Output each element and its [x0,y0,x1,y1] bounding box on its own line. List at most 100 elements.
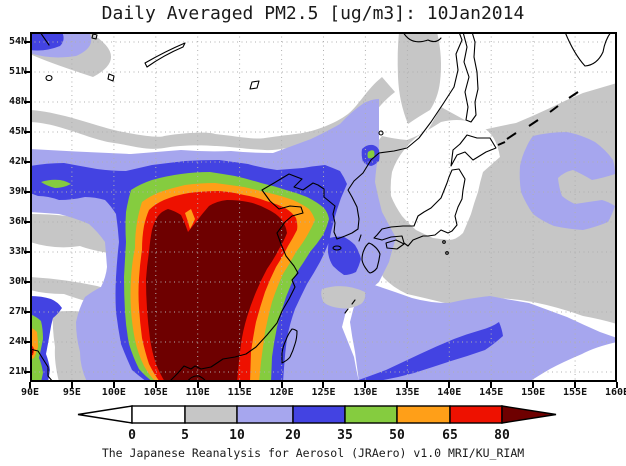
lat-tick-label: 30N [8,276,27,287]
colorbar-tick-label: 20 [285,428,301,443]
lon-tick-label: 150E [521,387,546,398]
lon-tick-mark [322,382,325,388]
colorbar-segment [184,405,238,424]
tsushima-island [358,234,362,242]
river-amur-mouth [402,32,442,43]
lake-baikal [144,42,186,68]
river-amur-corner [39,32,50,46]
colorbar-tick-label: 10 [229,428,245,443]
lon-tick-label: 140E [437,387,462,398]
small-lake-3 [91,33,98,40]
coastline-honshu [373,168,466,247]
lat-tick-label: 51N [8,66,27,77]
ryukyu-island-1 [344,308,349,314]
lon-tick-mark [364,382,367,388]
colorbar-tick-label: 50 [389,428,405,443]
lat-tick-mark [24,371,30,373]
colorbar-tick-label: 65 [442,428,458,443]
lat-tick-label: 27N [8,306,27,317]
colorbar-segment [292,405,346,424]
lon-tick-label: 95E [62,387,81,398]
pm25-zone-gray [321,286,366,309]
colorbar-segment [449,405,503,424]
lon-tick-label: 120E [269,387,294,398]
colorbar-right-arrow [501,405,557,424]
colorbar-left-arrow [77,405,133,424]
lat-tick-mark [24,71,30,73]
pm25-shading-gray-spots [321,286,366,309]
coastline-shikoku [385,239,405,250]
lat-tick-mark [24,131,30,133]
lon-tick-mark [448,382,451,388]
pm25-zone-green [41,179,71,188]
lon-tick-label: 160E [604,387,626,398]
colorbar-legend: 0 5 10 20 35 50 65 80 [77,405,557,443]
lon-tick-label: 100E [101,387,126,398]
izu-island-2 [445,251,449,255]
colorbar-segment [131,405,186,424]
lon-tick-label: 135E [395,387,420,398]
colorbar-tick-label: 5 [181,428,189,443]
coastlines [30,32,612,382]
colorbar-tick-label: 80 [494,428,510,443]
lon-tick-label: 110E [185,387,210,398]
lat-tick-mark [24,161,30,163]
lon-tick-label: 90E [20,387,40,398]
coastline-china-korea-primorye [168,32,463,382]
lon-tick-label: 125E [311,387,336,398]
pm25-zone-white [529,342,617,382]
lon-tick-mark [238,382,241,388]
coastline-sakhalin [462,32,479,123]
pm25-zone-darkred [146,200,287,382]
pm25-contour-map [30,32,617,382]
pm25-zone-blue [290,322,503,382]
lon-tick-mark [490,382,493,388]
lon-tick-mark [532,382,535,388]
lat-tick-mark [24,41,30,43]
pm25-zone-gray [397,32,441,124]
lat-tick-mark [24,311,30,313]
pm25-zone-gray [30,77,395,151]
small-lake-2 [249,80,260,90]
lon-tick-mark [615,382,618,388]
coastline-kyushu [361,242,381,274]
map-area [30,32,617,382]
lon-tick-mark [112,382,115,388]
colorbar-tick-label: 0 [128,428,136,443]
lat-tick-mark [24,101,30,103]
lat-tick-label: 54N [8,36,27,47]
lon-tick-mark [280,382,283,388]
small-lake-west [45,74,53,82]
lon-tick-label: 145E [479,387,504,398]
lon-tick-label: 115E [227,387,252,398]
lon-tick-mark [154,382,157,388]
lon-tick-label: 155E [563,387,588,398]
coastline-taiwan [281,328,298,364]
colorbar-segment [344,405,398,424]
pm25-zone-lavender [519,132,615,230]
lon-tick-mark [574,382,577,388]
small-lake-1 [107,73,115,82]
source-caption: The Japanese Reanalysis for Aerosol (JRA… [101,446,525,460]
lat-tick-label: 36N [8,216,27,227]
lat-tick-mark [24,251,30,253]
lat-tick-mark [24,191,30,193]
lat-tick-mark [24,341,30,343]
lon-tick-mark [70,382,73,388]
pm25-shading-white-patches [390,120,617,382]
lat-tick-label: 42N [8,156,27,167]
lat-tick-label: 39N [8,186,27,197]
lat-tick-label: 24N [8,336,27,347]
lon-tick-mark [29,382,31,388]
lon-tick-label: 105E [143,387,168,398]
coastline-bengal [30,348,54,382]
ryukyu-island-2 [351,299,356,305]
lake-khanka [378,130,384,136]
lat-tick-mark [24,221,30,223]
lon-tick-label: 130E [353,387,378,398]
colorbar-segment [236,405,294,424]
pm25-zone-white [390,120,500,240]
lat-tick-label: 33N [8,246,27,257]
lat-tick-label: 48N [8,96,27,107]
